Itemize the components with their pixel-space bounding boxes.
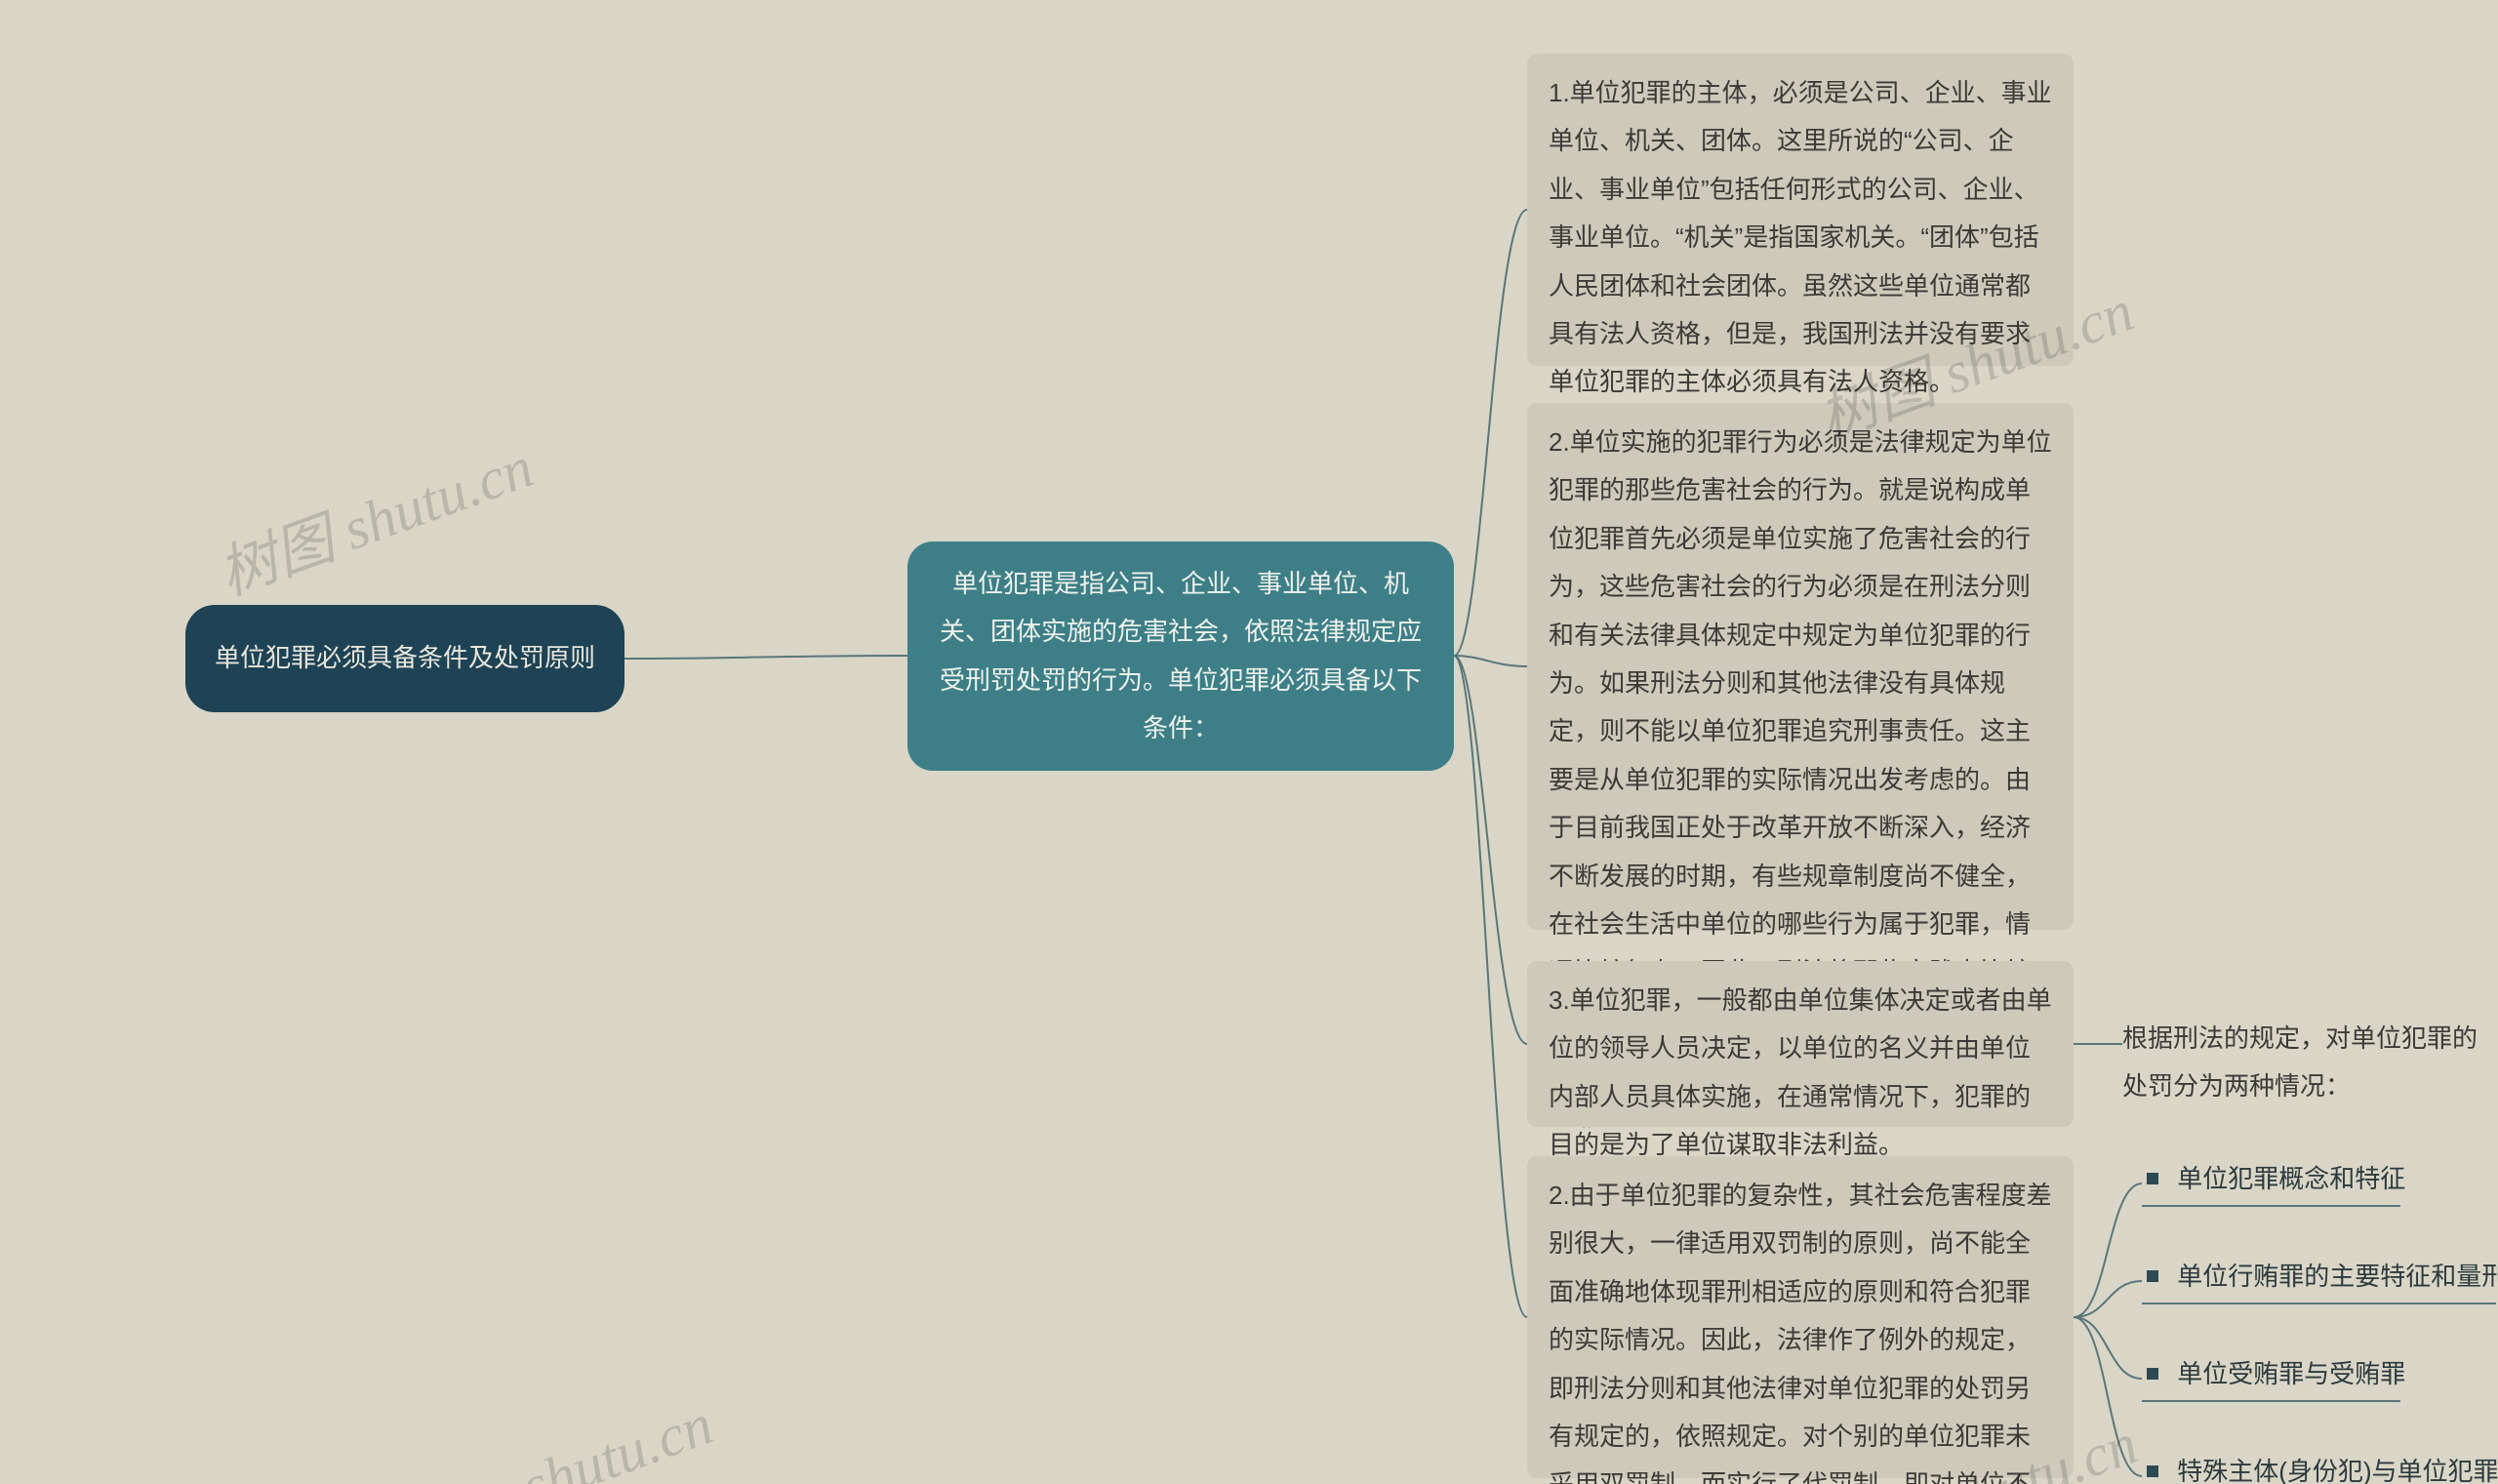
leaf-node[interactable]: 单位行贿罪的主要特征和量刑 [2147, 1253, 2498, 1301]
detail-node[interactable]: 2.单位实施的犯罪行为必须是法律规定为单位犯罪的那些危害社会的行为。就是说构成单… [1527, 403, 2074, 930]
leaf-node[interactable]: 单位犯罪概念和特征 [2147, 1155, 2405, 1203]
detail-child-text: 根据刑法的规定，对单位犯罪的处罚分为两种情况： [2122, 1023, 2478, 1101]
watermark-text: shutu.cn [514, 1391, 721, 1484]
mindmap-canvas: 单位犯罪必须具备条件及处罚原则 单位犯罪是指公司、企业、事业单位、机关、团体实施… [0, 0, 2498, 1484]
leaf-text: 单位犯罪概念和特征 [2177, 1164, 2405, 1193]
leaf-text: 单位行贿罪的主要特征和量刑 [2177, 1262, 2498, 1291]
detail-node-text: 3.单位犯罪，一般都由单位集体决定或者由单位的领导人员决定，以单位的名义并由单位… [1549, 977, 2052, 1170]
leaf-node[interactable]: 单位受贿罪与受贿罪 [2147, 1350, 2405, 1398]
detail-node-text: 2.由于单位犯罪的复杂性，其社会危害程度差别很大，一律适用双罚制的原则，尚不能全… [1549, 1172, 2052, 1484]
detail-child-node[interactable]: 根据刑法的规定，对单位犯罪的处罚分为两种情况： [2122, 1015, 2493, 1111]
root-node[interactable]: 单位犯罪必须具备条件及处罚原则 [185, 605, 624, 712]
leaf-text: 特殊主体(身份犯)与单位犯罪主体 [2177, 1457, 2498, 1484]
level1-node-text: 单位犯罪是指公司、企业、事业单位、机关、团体实施的危害社会，依照法律规定应受刑罚… [929, 560, 1432, 753]
leaf-node[interactable]: 特殊主体(身份犯)与单位犯罪主体 [2147, 1448, 2498, 1484]
detail-node[interactable]: 3.单位犯罪，一般都由单位集体决定或者由单位的领导人员决定，以单位的名义并由单位… [1527, 961, 2074, 1127]
detail-node[interactable]: 1.单位犯罪的主体，必须是公司、企业、事业单位、机关、团体。这里所说的“公司、企… [1527, 54, 2074, 366]
detail-node-text: 1.单位犯罪的主体，必须是公司、企业、事业单位、机关、团体。这里所说的“公司、企… [1549, 69, 2052, 407]
level1-node[interactable]: 单位犯罪是指公司、企业、事业单位、机关、团体实施的危害社会，依照法律规定应受刑罚… [907, 541, 1454, 771]
watermark: shutu.cn [513, 1390, 721, 1484]
root-node-text: 单位犯罪必须具备条件及处罚原则 [215, 634, 595, 682]
detail-node[interactable]: 2.由于单位犯罪的复杂性，其社会危害程度差别很大，一律适用双罚制的原则，尚不能全… [1527, 1156, 2074, 1478]
leaf-text: 单位受贿罪与受贿罪 [2177, 1359, 2405, 1388]
watermark: 树图 shutu.cn [205, 420, 543, 612]
watermark-text: 树图 shutu.cn [211, 434, 542, 607]
